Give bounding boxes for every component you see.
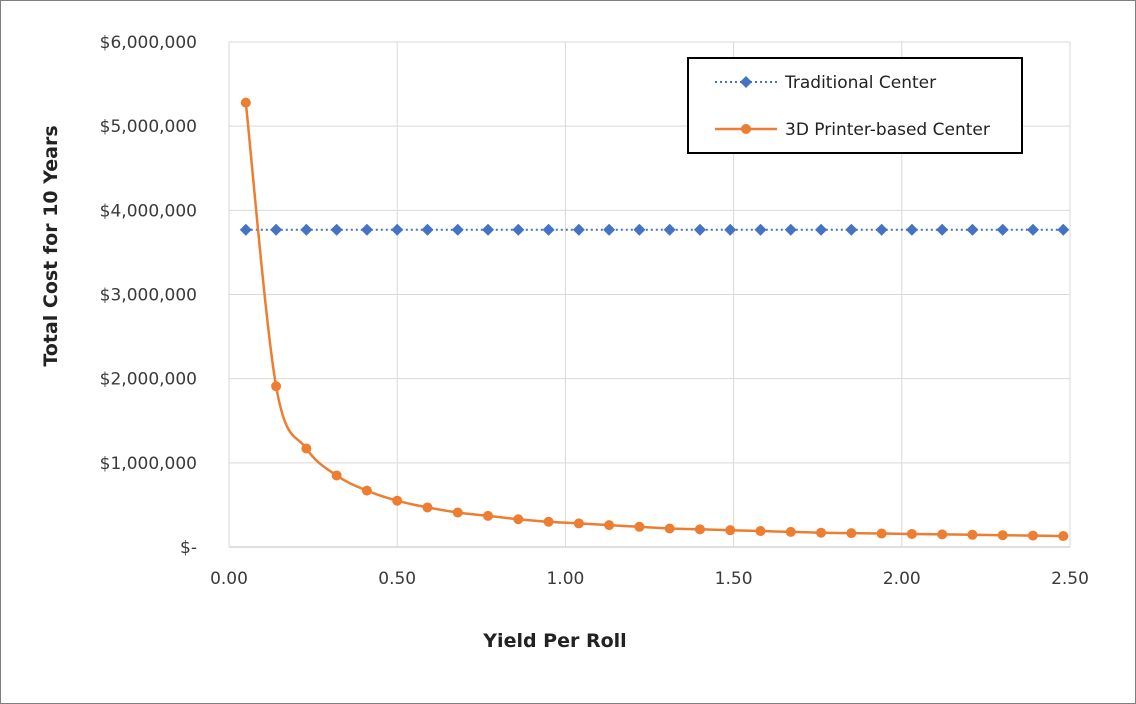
data-point-circle: [604, 520, 615, 531]
data-point-diamond: [1057, 223, 1070, 236]
data-point-diamond: [360, 223, 373, 236]
data-point-circle: [967, 529, 978, 540]
x-tick-label: 1.50: [715, 569, 753, 589]
data-point-circle: [483, 510, 494, 521]
data-point-circle: [725, 525, 736, 536]
legend: Traditional Center 3D Printer-based Cent…: [687, 57, 1023, 154]
y-tick-label: $2,000,000: [100, 370, 197, 390]
data-point-diamond: [633, 223, 646, 236]
data-point-circle: [452, 507, 463, 518]
x-axis-title: Yield Per Roll: [482, 630, 626, 652]
series-layer: [239, 97, 1070, 542]
x-tick-label: 1.00: [546, 569, 584, 589]
data-point-circle: [634, 521, 645, 532]
y-tick-label: $1,000,000: [100, 454, 197, 474]
data-point-circle: [543, 516, 554, 527]
y-axis-ticks: $- $1,000,000 $2,000,000 $3,000,000 $4,000,0…: [100, 33, 197, 558]
data-point-diamond: [996, 223, 1009, 236]
series-3d-printer: [240, 97, 1069, 542]
data-point-circle: [301, 443, 312, 454]
data-point-diamond: [693, 223, 706, 236]
data-point-diamond: [936, 223, 949, 236]
legend-box: [687, 57, 1023, 154]
data-point-diamond: [270, 223, 283, 236]
y-tick-label: $4,000,000: [100, 201, 197, 221]
legend-label-3d-printer: 3D Printer-based Center: [785, 120, 990, 140]
x-tick-label: 0.50: [378, 569, 416, 589]
data-point-circle: [1027, 530, 1038, 541]
diamond-marker-icon: [740, 76, 752, 88]
data-point-diamond: [451, 223, 464, 236]
data-point-circle: [392, 495, 403, 506]
data-point-circle: [240, 97, 251, 108]
y-tick-label: $3,000,000: [100, 286, 197, 306]
data-point-circle: [664, 523, 675, 534]
data-point-diamond: [875, 223, 888, 236]
y-tick-label: $-: [180, 538, 197, 558]
data-point-diamond: [482, 223, 495, 236]
data-point-diamond: [572, 223, 585, 236]
legend-entry-3d-printer: 3D Printer-based Center: [715, 120, 990, 140]
series-line: [244, 102, 1064, 538]
x-tick-label: 0.00: [210, 569, 248, 589]
data-point-diamond: [663, 223, 676, 236]
data-point-diamond: [966, 223, 979, 236]
data-point-diamond: [421, 223, 434, 236]
data-point-diamond: [754, 223, 767, 236]
data-point-diamond: [815, 223, 828, 236]
data-point-circle: [906, 528, 917, 539]
x-tick-label: 2.50: [1051, 569, 1089, 589]
y-tick-label: $6,000,000: [100, 33, 197, 53]
data-point-diamond: [845, 223, 858, 236]
data-point-diamond: [300, 223, 313, 236]
data-point-circle: [1058, 531, 1069, 542]
data-point-diamond: [905, 223, 918, 236]
series-traditional: [239, 223, 1070, 236]
data-point-diamond: [784, 223, 797, 236]
legend-label-traditional: Traditional Center: [784, 73, 936, 93]
data-point-circle: [755, 526, 766, 537]
data-point-circle: [694, 524, 705, 535]
data-point-circle: [361, 485, 372, 496]
data-point-circle: [816, 527, 827, 538]
data-point-diamond: [512, 223, 525, 236]
data-point-diamond: [239, 223, 252, 236]
legend-entry-traditional: Traditional Center: [715, 73, 936, 93]
data-point-circle: [271, 381, 282, 392]
data-point-diamond: [542, 223, 555, 236]
data-point-circle: [997, 530, 1008, 541]
data-point-diamond: [330, 223, 343, 236]
data-point-diamond: [603, 223, 616, 236]
data-point-diamond: [391, 223, 404, 236]
y-axis-title: Total Cost for 10 Years: [40, 125, 62, 366]
circle-marker-icon: [741, 124, 751, 134]
data-point-diamond: [1026, 223, 1039, 236]
x-axis-ticks: 0.00 0.50 1.00 1.50 2.00 2.50: [210, 569, 1089, 589]
data-point-circle: [422, 502, 433, 513]
data-point-circle: [876, 528, 887, 539]
data-point-diamond: [724, 223, 737, 236]
data-point-circle: [785, 526, 796, 537]
data-point-circle: [937, 529, 948, 540]
data-point-circle: [846, 528, 857, 539]
data-point-circle: [513, 514, 524, 525]
data-point-circle: [573, 518, 584, 529]
x-tick-label: 2.00: [883, 569, 921, 589]
y-tick-label: $5,000,000: [100, 117, 197, 137]
data-point-circle: [331, 470, 342, 481]
